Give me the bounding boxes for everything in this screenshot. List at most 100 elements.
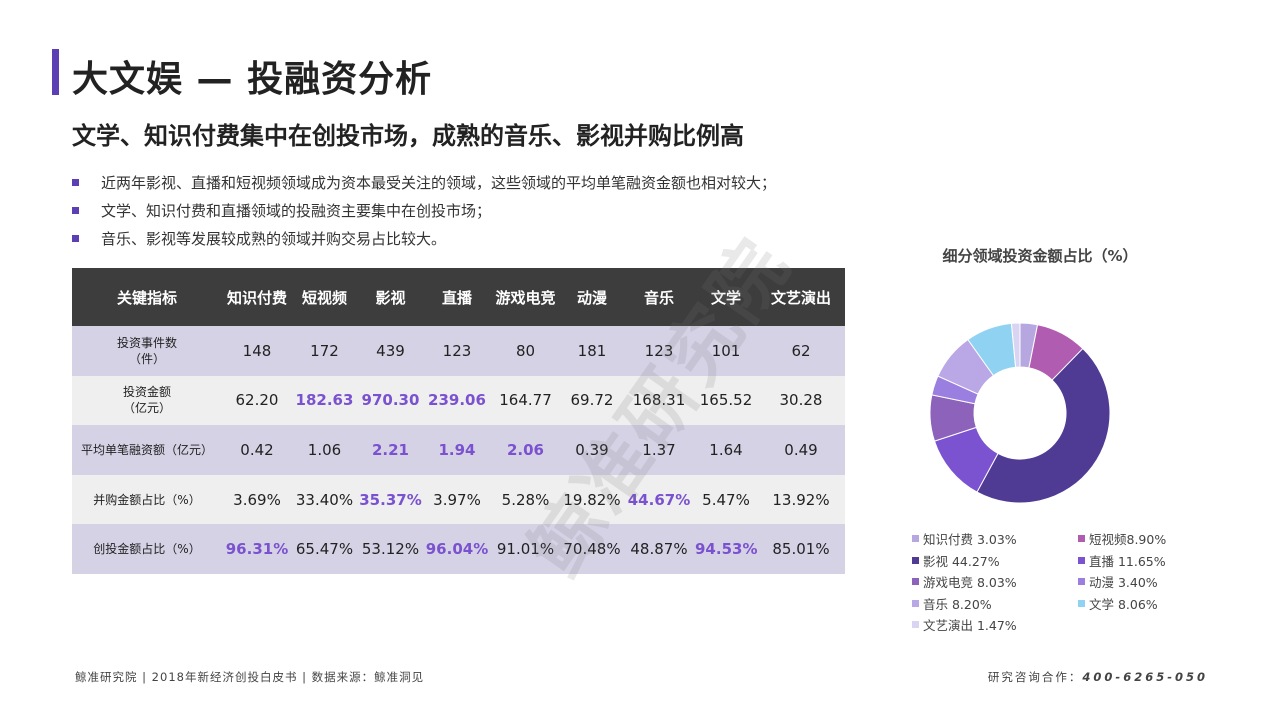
table-cell: 48.87%: [623, 524, 695, 574]
table-header-cell: 短视频: [292, 268, 357, 326]
chart-legend: 知识付费 3.03% 短视频8.90% 影视 44.27% 直播 11.65% 游戏电竞…: [912, 530, 1212, 634]
bullet-text: 音乐、影视等发展较成熟的领域并购交易占比较大。: [101, 229, 447, 248]
row-label-line: 投资金额: [122, 385, 171, 400]
table-cell: 5.47%: [695, 474, 757, 525]
bullet-text: 文学、知识付费和直播领域的投融资主要集中在创投市场；: [101, 201, 492, 220]
page-subtitle: 文学、知识付费集中在创投市场，成熟的音乐、影视并购比例高: [72, 122, 744, 150]
table-cell: 1.94: [424, 425, 490, 475]
legend-label: 影视 44.27%: [923, 553, 1000, 569]
row-label-line: 创投金额占比（%）: [93, 542, 201, 557]
table-cell: 35.37%: [357, 474, 424, 525]
table-cell: 94.53%: [695, 524, 757, 574]
chart-title: 细分领域投资金额占比（%）: [942, 247, 1138, 265]
table-cell: 65.47%: [292, 524, 357, 574]
table-row: 投资事件数 （件） 148 172 439 123 80 181 123 101 62: [72, 326, 845, 376]
table-cell: 0.39: [561, 425, 623, 475]
table-row: 投资金额 （亿元） 62.20 182.63 970.30 239.06 164.77 69.…: [72, 375, 845, 426]
table-cell: 44.67%: [623, 474, 695, 525]
legend-label: 游戏电竞 8.03%: [923, 575, 1017, 591]
table-row: 创投金额占比（%） 96.31% 65.47% 53.12% 96.04% 91.01% 7…: [72, 524, 845, 574]
square-bullet-icon: [72, 234, 79, 242]
legend-swatch: [1078, 535, 1085, 543]
legend-label: 文艺演出 1.47%: [923, 618, 1017, 634]
bullet-text: 近两年影视、直播和短视频领域成为资本最受关注的领域，这些领域的平均单笔融资金额也…: [101, 173, 777, 192]
legend-swatch: [1078, 556, 1085, 564]
donut-slice-2: [976, 347, 1111, 504]
table-cell: 53.12%: [357, 524, 424, 574]
legend-swatch: [912, 535, 919, 543]
table-cell: 62: [757, 326, 845, 376]
legend-swatch: [1078, 578, 1085, 586]
legend-label: 文学 8.06%: [1089, 596, 1158, 612]
footer-contact: 研究咨询合作：400-6265-050: [988, 669, 1208, 685]
table-cell: 2.06: [490, 425, 561, 475]
table-cell: 168.31: [623, 375, 695, 426]
legend-item: 知识付费 3.03%: [912, 530, 1078, 548]
table-cell: 148: [222, 326, 292, 376]
row-label-line: 并购金额占比（%）: [93, 492, 201, 507]
table-cell: 3.97%: [424, 474, 490, 525]
table-header-row: 关键指标 知识付费 短视频 影视 直播 游戏电竞 动漫 音乐 文学 文艺演出: [72, 268, 845, 326]
table-cell: 164.77: [490, 375, 561, 426]
donut-chart: [929, 322, 1111, 504]
table-cell: 439: [357, 326, 424, 376]
table-cell: 13.92%: [757, 474, 845, 525]
table-header-cell: 关键指标: [72, 268, 222, 326]
table-cell: 123: [424, 326, 490, 376]
table-header-cell: 游戏电竞: [490, 268, 561, 326]
footer-contact-label: 研究咨询合作：: [987, 670, 1083, 684]
legend-label: 音乐 8.20%: [923, 596, 992, 612]
legend-swatch: [912, 578, 919, 586]
legend-label: 知识付费 3.03%: [923, 532, 1017, 548]
table-cell: 165.52: [695, 375, 757, 426]
table-row: 并购金额占比（%） 3.69% 33.40% 35.37% 3.97% 5.28% 19.8…: [72, 474, 845, 525]
table-cell: 3.69%: [222, 474, 292, 525]
table-header-cell: 文学: [695, 268, 757, 326]
page-title: 大文娱 — 投融资分析: [72, 59, 433, 100]
table-cell: 70.48%: [561, 524, 623, 574]
table-cell: 0.42: [222, 425, 292, 475]
table-cell: 0.49: [757, 425, 845, 475]
table-row: 平均单笔融资额（亿元） 0.42 1.06 2.21 1.94 2.06 0.39 1.37 1…: [72, 425, 845, 475]
row-label: 并购金额占比（%）: [72, 474, 222, 525]
table-cell: 101: [695, 326, 757, 376]
square-bullet-icon: [72, 206, 79, 214]
row-label-line: 投资事件数: [116, 335, 177, 350]
table-header-cell: 知识付费: [222, 268, 292, 326]
table-cell: 970.30: [357, 375, 424, 426]
table-header-cell: 影视: [357, 268, 424, 326]
table-header-cell: 动漫: [561, 268, 623, 326]
table-cell: 239.06: [424, 375, 490, 426]
table-cell: 33.40%: [292, 474, 357, 525]
table-cell: 85.01%: [757, 524, 845, 574]
row-label: 创投金额占比（%）: [72, 524, 222, 574]
row-label-line: （件）: [128, 351, 165, 366]
key-metrics-table: 关键指标 知识付费 短视频 影视 直播 游戏电竞 动漫 音乐 文学 文艺演出 投资事件数 （件） 1…: [72, 268, 845, 574]
footer-phone: 400-6265-050: [1082, 670, 1208, 684]
legend-item: 文学 8.06%: [1078, 595, 1212, 613]
title-accent-bar: [52, 49, 59, 95]
square-bullet-icon: [72, 178, 79, 186]
legend-label: 短视频8.90%: [1089, 532, 1167, 548]
row-label: 投资事件数 （件）: [72, 326, 222, 376]
table-cell: 1.06: [292, 425, 357, 475]
table-cell: 172: [292, 326, 357, 376]
bullet-item: 近两年影视、直播和短视频领域成为资本最受关注的领域，这些领域的平均单笔融资金额也…: [72, 168, 892, 196]
row-label-line: （亿元）: [122, 401, 171, 416]
table-header-cell: 音乐: [623, 268, 695, 326]
table-cell: 123: [623, 326, 695, 376]
row-label: 平均单笔融资额（亿元）: [72, 425, 222, 475]
legend-label: 动漫 3.40%: [1089, 575, 1158, 591]
table-cell: 62.20: [222, 375, 292, 426]
row-label-line: 平均单笔融资额（亿元）: [80, 442, 213, 457]
legend-swatch: [1078, 599, 1085, 607]
table-cell: 181: [561, 326, 623, 376]
legend-item: 短视频8.90%: [1078, 530, 1212, 548]
legend-item: 影视 44.27%: [912, 552, 1078, 570]
legend-swatch: [912, 621, 919, 629]
legend-item: 动漫 3.40%: [1078, 573, 1212, 591]
legend-item: 音乐 8.20%: [912, 595, 1078, 613]
table-cell: 96.31%: [222, 524, 292, 574]
table-cell: 19.82%: [561, 474, 623, 525]
row-label: 投资金额 （亿元）: [72, 375, 222, 426]
